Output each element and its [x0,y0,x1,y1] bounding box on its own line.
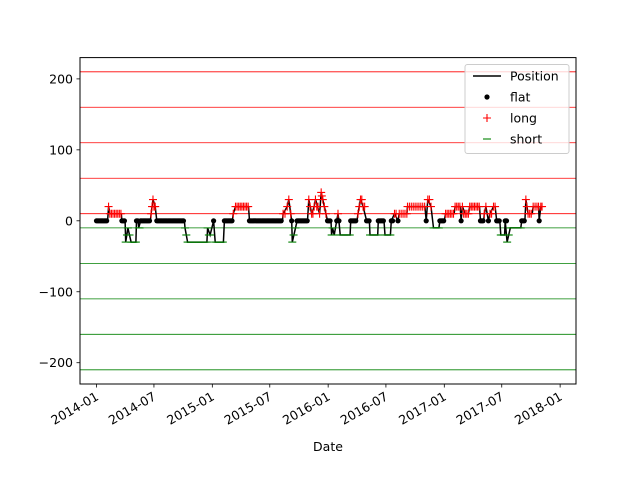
long-marker [151,202,160,211]
long-marker [104,202,113,211]
x-tick-label: 2015-07 [222,389,275,428]
flat-marker [229,218,235,224]
y-tick-label: 0 [65,213,73,228]
long-marker [311,195,320,204]
long-marker [538,202,547,211]
long-marker [360,202,369,211]
long-marker [353,209,362,218]
flat-marker [327,218,333,224]
long-marker [229,209,238,218]
flat-marker [503,218,510,224]
x-tick-label: 2016-07 [338,389,391,428]
long-marker [487,209,496,218]
long-marker [317,191,326,200]
flat-marker [366,218,372,224]
long-marker [449,209,458,218]
flat-marker [278,218,284,224]
flat-marker [395,218,401,224]
x-axis: 2014-01 2014-07 2015-01 2015-07 2016-01 2016-… [48,384,565,428]
legend-label-position: Position [510,69,559,84]
legend-box [464,64,570,154]
long-marker [244,202,253,211]
flat-marker [441,218,447,224]
x-tick-label: 2018-01 [512,389,565,428]
legend-flat-handle [484,94,490,100]
x-tick-label: 2017-07 [454,389,507,428]
long-marker [527,209,536,218]
long-marker [116,209,125,218]
level-lines [80,71,576,371]
flat-marker [521,218,527,224]
long-marker [147,209,156,218]
x-tick-label: 2015-01 [164,389,217,428]
legend-label-flat: flat [510,90,531,105]
flat-marker [210,218,217,224]
long-marker [425,195,434,204]
flat-marker [180,218,187,224]
flat-marker [423,218,429,224]
flat-marker [121,218,128,224]
y-tick-label: −200 [39,355,73,370]
flat-marker [146,218,153,224]
flat-marker [496,218,502,224]
legend-label-short: short [510,132,542,147]
long-marker [148,195,157,204]
flat-marker [485,218,492,224]
flat-marker [353,218,359,224]
x-tick-label: 2014-07 [106,389,159,428]
flat-marker [380,218,386,224]
long-marker [283,202,292,211]
flat-marker [304,218,310,224]
legend: Position flat long short [464,64,570,154]
y-tick-label: 100 [49,142,73,157]
long-marker [318,195,327,204]
long-marker [333,209,342,218]
flat-marker [289,218,295,224]
long-marker [426,202,435,211]
x-tick-label: 2014-01 [48,389,101,428]
y-tick-label: −100 [39,284,73,299]
long-marker [357,195,366,204]
long-marker [481,202,490,211]
long-marker [317,188,326,197]
flat-marker [536,218,542,224]
series-layer [93,188,547,243]
long-marker [491,202,500,211]
long-marker [284,195,293,204]
flat-marker [480,218,486,224]
long-marker [521,195,530,204]
long-marker [286,209,295,218]
legend-label-long: long [510,111,537,126]
flat-marker [336,218,342,224]
long-marker [320,202,329,211]
long-marker [402,209,411,218]
x-tick-label: 2017-01 [396,389,449,428]
y-axis: 200 100 0 −100 −200 [39,71,80,370]
long-marker [464,209,473,218]
legend-long-handle [483,114,491,122]
flat-marker [389,218,396,224]
long-marker [321,209,330,218]
x-tick-label: 2016-01 [280,389,333,428]
long-marker [458,202,467,211]
x-axis-label: Date [313,439,343,454]
flat-marker [458,218,464,224]
y-tick-label: 200 [49,71,73,86]
flat-marker [104,218,110,224]
